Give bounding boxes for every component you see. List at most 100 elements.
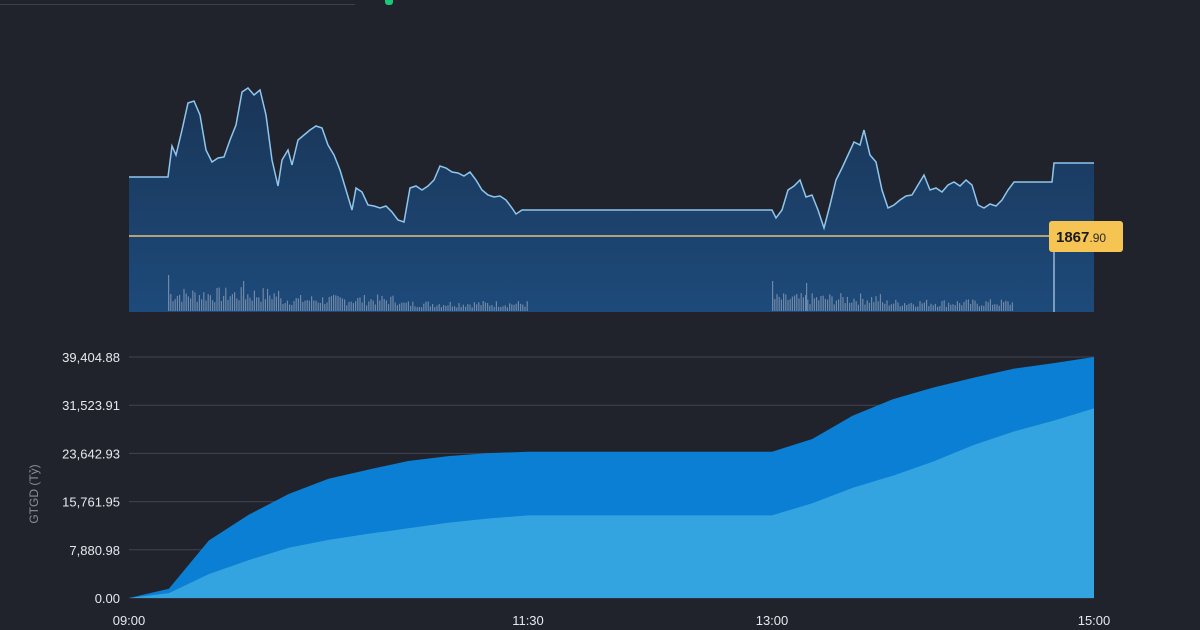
volume-bar [893, 303, 895, 311]
volume-bar [339, 297, 341, 311]
volume-bar [405, 302, 407, 311]
volume-bar [396, 305, 398, 311]
volume-bar [306, 300, 308, 311]
volume-bar [908, 303, 910, 311]
volume-bar [192, 290, 194, 311]
volume-bar [780, 299, 782, 311]
reference-price-badge-label: 1867.90 [1056, 229, 1106, 246]
volume-bar [524, 306, 526, 311]
volume-bar [462, 304, 464, 311]
volume-bar [269, 295, 271, 311]
volume-bar [939, 305, 941, 311]
volume-bar [374, 304, 376, 311]
volume-bar [243, 281, 245, 311]
volume-bar [875, 296, 877, 311]
volume-bar [300, 294, 302, 311]
volume-bar [961, 305, 963, 311]
volume-bar [236, 298, 238, 311]
volume-bar [205, 300, 207, 311]
y-tick-label: 15,761.95 [62, 495, 120, 510]
volume-bar [168, 275, 170, 311]
volume-bar [414, 306, 416, 311]
volume-bar [860, 293, 862, 311]
volume-bar [855, 301, 857, 311]
volume-bar [504, 305, 506, 311]
volume-bar [379, 300, 381, 311]
volume-bar [895, 299, 897, 311]
volume-bar [449, 301, 451, 311]
volume-bar [187, 296, 189, 311]
volume-bar [361, 302, 363, 311]
volume-bar [1005, 300, 1007, 311]
volume-bar [295, 298, 297, 311]
volume-bar [989, 299, 991, 311]
volume-bar [284, 303, 286, 311]
volume-bar [943, 300, 945, 311]
volume-bar [873, 302, 875, 311]
volume-bar [330, 296, 332, 311]
volume-bar [196, 301, 198, 311]
volume-bar [952, 304, 954, 311]
volume-bar [526, 301, 528, 311]
volume-bar [394, 302, 396, 311]
volume-bar [436, 305, 438, 311]
volume-bar [225, 287, 227, 311]
volume-bar [401, 302, 403, 311]
volume-bar [987, 302, 989, 311]
volume-bar [862, 298, 864, 311]
volume-bar [190, 298, 192, 311]
volume-bar [392, 295, 394, 311]
volume-bar [824, 298, 826, 311]
volume-bar [886, 300, 888, 311]
volume-bar [238, 300, 240, 311]
volume-bar [377, 294, 379, 311]
volume-bar [172, 301, 174, 311]
volume-bar [223, 295, 225, 311]
volume-bar [831, 296, 833, 311]
volume-bar [835, 300, 837, 311]
volume-bar [844, 303, 846, 311]
volume-bar [341, 298, 343, 311]
volume-bar [363, 294, 365, 311]
volume-bar [399, 303, 401, 311]
volume-bar [994, 304, 996, 311]
volume-bar [787, 300, 789, 311]
volume-bar [1011, 302, 1013, 311]
volume-bar [264, 299, 266, 311]
volume-bar [473, 302, 475, 311]
volume-bar [926, 299, 928, 311]
volume-bar [791, 296, 793, 311]
volume-bar [930, 303, 932, 311]
volume-bar [445, 305, 447, 311]
volume-bar [443, 305, 445, 311]
volume-bar [974, 300, 976, 311]
volume-bar [209, 295, 211, 311]
volume-bar [337, 296, 339, 311]
volume-bar [278, 290, 280, 311]
x-tick-label: 15:00 [1078, 613, 1111, 628]
volume-bar [928, 306, 930, 311]
volume-bar [355, 301, 357, 311]
volume-bar [912, 304, 914, 311]
volume-bar [888, 305, 890, 311]
volume-bar [965, 299, 967, 311]
volume-bar [498, 306, 500, 311]
y-axis-label: GTGD (Tỷ) [27, 464, 41, 523]
volume-bar [996, 304, 998, 311]
volume-bar [879, 294, 881, 311]
volume-bar [948, 302, 950, 311]
volume-bar [851, 302, 853, 311]
volume-bar [456, 307, 458, 311]
volume-bar [344, 299, 346, 311]
volume-bar [882, 302, 884, 311]
volume-bar [517, 301, 519, 311]
volume-bar [176, 295, 178, 311]
volume-bar [1000, 299, 1002, 311]
volume-bar [421, 307, 423, 311]
volume-bar [359, 297, 361, 311]
volume-bar [840, 293, 842, 311]
price-line [129, 87, 1094, 231]
volume-bar [785, 294, 787, 311]
volume-bar [932, 305, 934, 311]
